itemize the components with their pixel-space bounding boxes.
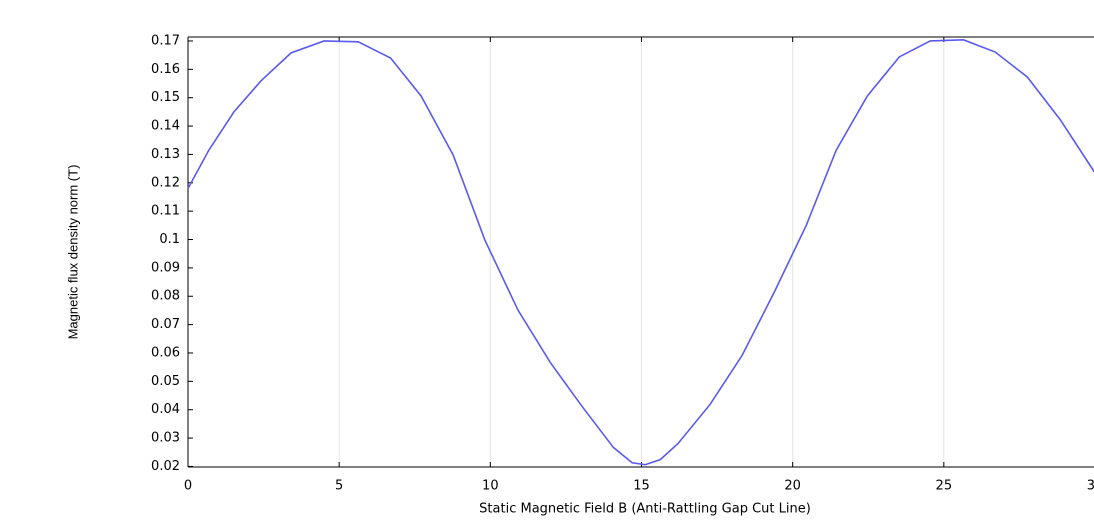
y-tick-label: 0.14 bbox=[151, 119, 180, 134]
x-tick-label: 0 bbox=[184, 479, 192, 494]
x-tick-label: 20 bbox=[784, 479, 801, 494]
x-axis-label: Static Magnetic Field B (Anti-Rattling G… bbox=[479, 502, 811, 517]
y-tick-label: 0.03 bbox=[151, 431, 180, 446]
y-tick-label: 0.07 bbox=[151, 317, 180, 332]
x-tick-label: 5 bbox=[335, 479, 343, 494]
y-tick-label: 0.08 bbox=[151, 289, 180, 304]
x-tick-label: 10 bbox=[482, 479, 499, 494]
y-tick-label: 0.02 bbox=[151, 459, 180, 474]
y-tick-label: 0.05 bbox=[151, 374, 180, 389]
x-tick-label: 30 bbox=[1087, 479, 1094, 494]
y-tick-label: 0.16 bbox=[151, 62, 180, 77]
y-tick-label: 0.04 bbox=[151, 402, 180, 417]
y-tick-label: 0.06 bbox=[151, 345, 180, 360]
y-tick-label: 0.15 bbox=[151, 90, 180, 105]
y-axis-label: Magnetic flux density norm (T) bbox=[65, 165, 80, 340]
y-tick-label: 0.12 bbox=[151, 175, 180, 190]
data-line bbox=[187, 39, 1094, 466]
y-tick-label: 0.13 bbox=[151, 147, 180, 162]
y-tick-label: 0.1 bbox=[159, 232, 180, 247]
x-tick-label: 15 bbox=[633, 479, 650, 494]
y-tick-label: 0.17 bbox=[151, 33, 180, 48]
y-tick-label: 0.09 bbox=[151, 260, 180, 275]
y-tick-label: 0.11 bbox=[151, 204, 180, 219]
x-tick-label: 25 bbox=[936, 479, 953, 494]
